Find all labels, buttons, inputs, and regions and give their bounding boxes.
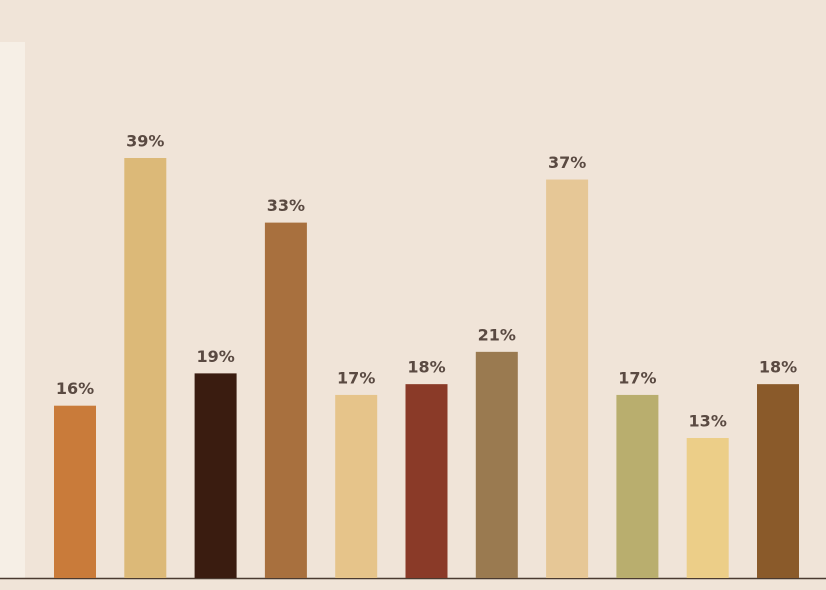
bar [757,384,799,578]
data-label: 39% [126,132,164,151]
bar [335,394,378,578]
bar [54,405,96,578]
bar [546,179,589,579]
data-label: 37% [548,153,586,172]
bar [405,384,448,578]
data-label: 13% [689,412,727,431]
bar [194,373,237,578]
data-label: 16% [56,379,94,398]
bar [686,438,729,578]
data-label: 18% [759,358,797,377]
data-label: 21% [478,325,516,344]
side-panel [0,42,25,578]
bar [264,222,307,578]
data-label: 19% [196,347,234,366]
bar [124,158,167,578]
bar [475,351,518,578]
data-label: 17% [618,368,656,387]
data-label: 17% [337,368,375,387]
data-label: 33% [267,196,305,215]
data-label: 18% [407,358,445,377]
bar [616,394,659,578]
